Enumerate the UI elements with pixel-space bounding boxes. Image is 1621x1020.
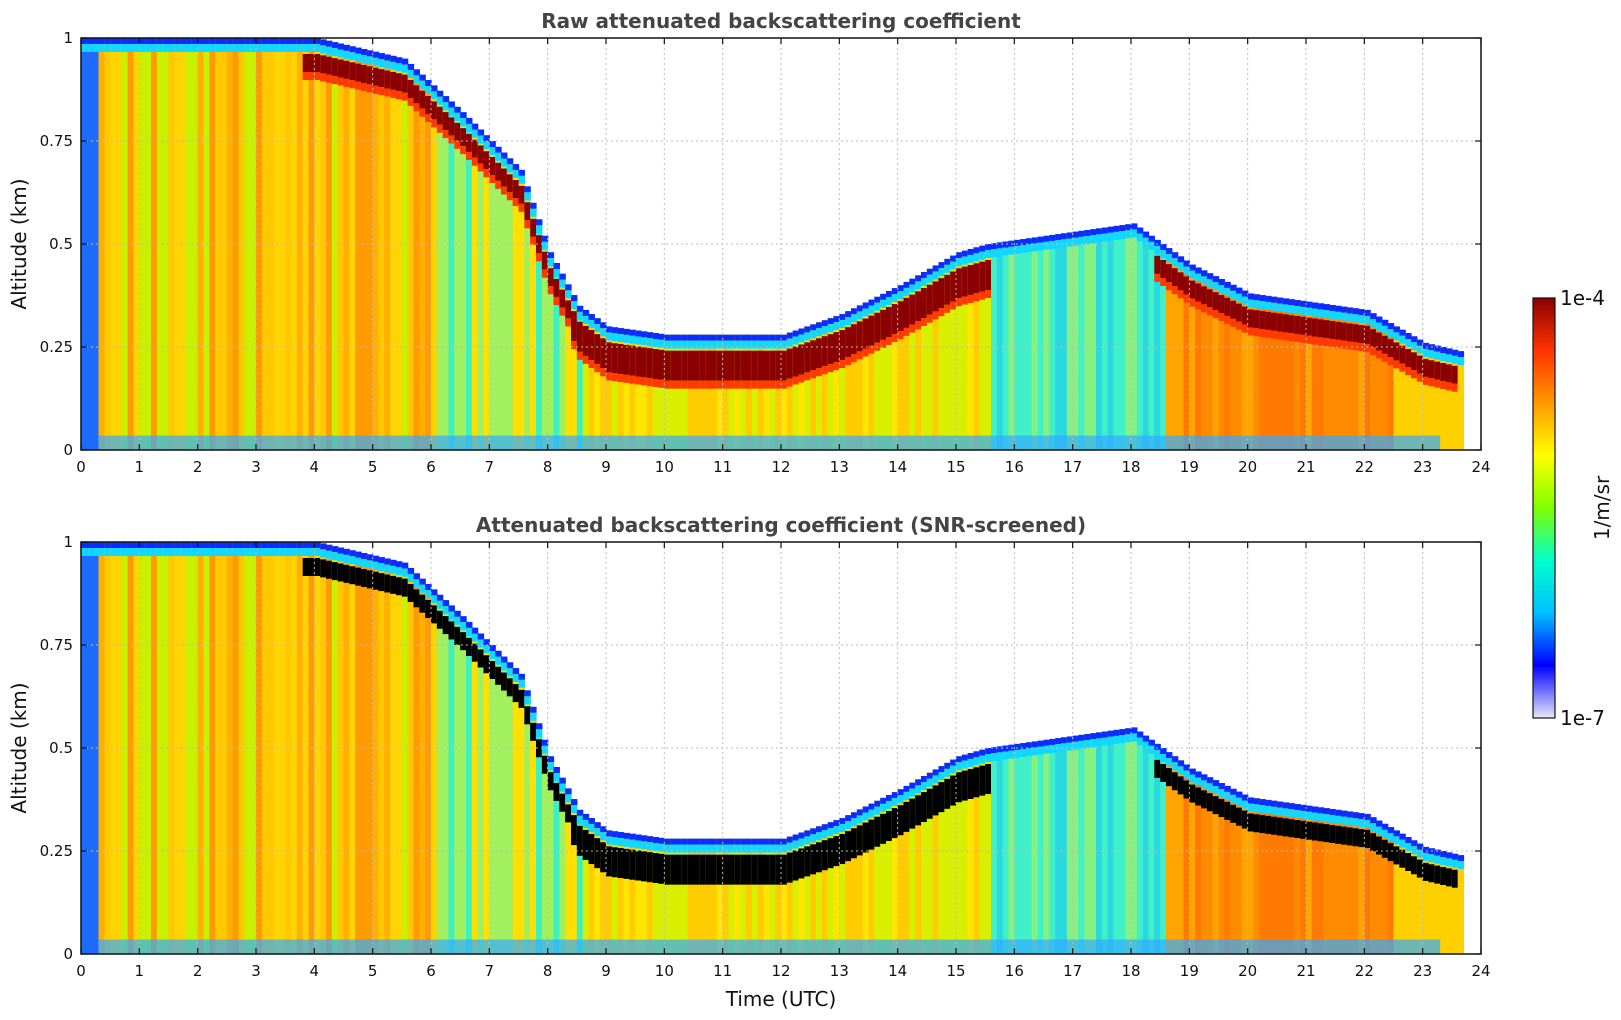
- x-tick-label: 10: [655, 458, 674, 476]
- x-tick-label: 7: [485, 962, 495, 980]
- x-tick-label: 10: [655, 962, 674, 980]
- colorbar-units-label: 1/m/sr: [1590, 475, 1614, 540]
- panel-screened: Attenuated backscattering coefficient (S…: [7, 513, 1491, 1011]
- x-tick-label: 19: [1180, 962, 1199, 980]
- x-tick-label: 24: [1471, 962, 1490, 980]
- x-tick-label: 18: [1121, 458, 1140, 476]
- colorbar-min-label: 1e-7: [1560, 706, 1605, 730]
- x-tick-label: 4: [310, 458, 320, 476]
- x-tick-label: 1: [135, 458, 145, 476]
- panel-screened-y-ticks: 0 0.25 0.5 0.75 1: [40, 533, 1481, 963]
- panel-screened-x-axis-label: Time (UTC): [725, 987, 837, 1011]
- x-tick-label: 3: [251, 458, 261, 476]
- colorbar-max-label: 1e-4: [1560, 286, 1605, 310]
- y-tick-label: 1: [63, 29, 73, 47]
- x-tick-label: 21: [1296, 962, 1315, 980]
- colorbar: 1e-4 1e-7 1/m/sr: [1532, 286, 1614, 730]
- y-tick-label: 0.25: [40, 842, 73, 860]
- panel-screened-title: Attenuated backscattering coefficient (S…: [476, 513, 1086, 537]
- x-tick-label: 24: [1471, 458, 1490, 476]
- panel-raw-x-ticks: 0 1 2 3 4 5 6 7 8 9 10 11 12 13 14 15 16 17 18 19 20 21 22 23 24: [76, 38, 1491, 476]
- x-tick-label: 7: [485, 458, 495, 476]
- x-tick-label: 16: [1005, 458, 1024, 476]
- x-tick-label: 16: [1005, 962, 1024, 980]
- x-tick-label: 20: [1238, 962, 1257, 980]
- panel-screened-x-ticks: 0 1 2 3 4 5 6 7 8 9 10 11 12 13 14 15 16 17 18 19 20 21 22 23 24: [76, 542, 1491, 980]
- y-tick-label: 0.25: [40, 338, 73, 356]
- x-tick-label: 15: [946, 458, 965, 476]
- x-tick-label: 0: [76, 962, 86, 980]
- x-tick-label: 11: [713, 962, 732, 980]
- x-tick-label: 17: [1063, 458, 1082, 476]
- y-tick-label: 0.75: [40, 132, 73, 150]
- x-tick-label: 13: [830, 458, 849, 476]
- panel-raw-y-ticks: 0 0.25 0.5 0.75 1: [40, 29, 1481, 459]
- x-tick-label: 21: [1296, 458, 1315, 476]
- colorbar-scale: [1532, 297, 1556, 719]
- x-tick-label: 23: [1413, 458, 1432, 476]
- y-tick-label: 0.75: [40, 636, 73, 654]
- panel-raw-grid: [81, 38, 1481, 450]
- panel-screened-grid: [81, 542, 1481, 954]
- y-tick-label: 0.5: [49, 739, 73, 757]
- x-tick-label: 12: [771, 962, 790, 980]
- x-tick-label: 5: [368, 458, 378, 476]
- panel-raw: Raw attenuated backscattering coefficien…: [7, 9, 1491, 476]
- x-tick-label: 18: [1121, 962, 1140, 980]
- x-tick-label: 3: [251, 962, 261, 980]
- x-tick-label: 22: [1355, 458, 1374, 476]
- x-tick-label: 2: [193, 962, 203, 980]
- x-tick-label: 9: [601, 458, 611, 476]
- x-tick-label: 2: [193, 458, 203, 476]
- x-tick-label: 1: [135, 962, 145, 980]
- x-tick-label: 9: [601, 962, 611, 980]
- x-tick-label: 14: [888, 962, 907, 980]
- x-tick-label: 22: [1355, 962, 1374, 980]
- x-tick-label: 8: [543, 458, 553, 476]
- x-tick-label: 20: [1238, 458, 1257, 476]
- x-tick-label: 17: [1063, 962, 1082, 980]
- x-tick-label: 8: [543, 962, 553, 980]
- x-tick-label: 19: [1180, 458, 1199, 476]
- panel-raw-y-axis-label: Altitude (km): [7, 178, 31, 309]
- x-tick-label: 11: [713, 458, 732, 476]
- x-tick-label: 6: [426, 458, 436, 476]
- y-tick-label: 0: [63, 441, 73, 459]
- x-tick-label: 13: [830, 962, 849, 980]
- y-tick-label: 0: [63, 945, 73, 963]
- x-tick-label: 5: [368, 962, 378, 980]
- x-tick-label: 15: [946, 962, 965, 980]
- x-tick-label: 4: [310, 962, 320, 980]
- panel-screened-y-axis-label: Altitude (km): [7, 682, 31, 813]
- y-tick-label: 1: [63, 533, 73, 551]
- x-tick-label: 14: [888, 458, 907, 476]
- x-tick-label: 6: [426, 962, 436, 980]
- y-tick-label: 0.5: [49, 235, 73, 253]
- x-tick-label: 0: [76, 458, 86, 476]
- panel-raw-title: Raw attenuated backscattering coefficien…: [541, 9, 1021, 33]
- x-tick-label: 12: [771, 458, 790, 476]
- panel-raw-heatmap: [81, 38, 1465, 451]
- x-tick-label: 23: [1413, 962, 1432, 980]
